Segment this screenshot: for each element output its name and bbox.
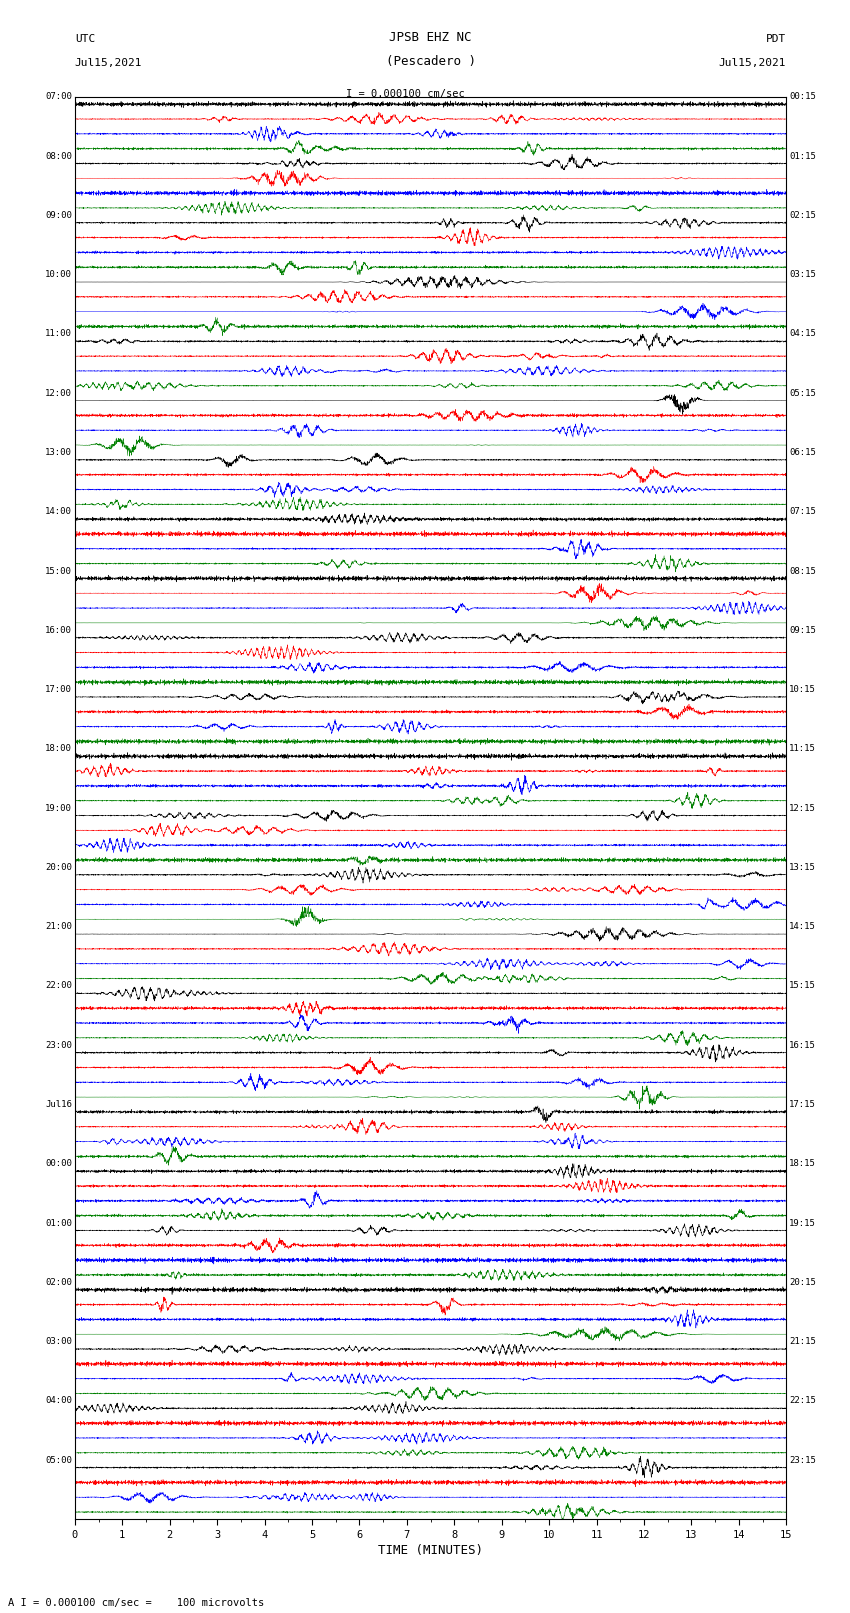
Text: UTC: UTC xyxy=(75,34,95,44)
Text: 08:00: 08:00 xyxy=(45,152,72,161)
Text: 07:15: 07:15 xyxy=(789,506,816,516)
Text: 22:15: 22:15 xyxy=(789,1397,816,1405)
Text: I = 0.000100 cm/sec: I = 0.000100 cm/sec xyxy=(346,89,464,98)
Text: 04:15: 04:15 xyxy=(789,329,816,339)
Text: 11:00: 11:00 xyxy=(45,329,72,339)
Text: 14:00: 14:00 xyxy=(45,506,72,516)
Text: 14:15: 14:15 xyxy=(789,923,816,931)
Text: 02:00: 02:00 xyxy=(45,1277,72,1287)
Text: A I = 0.000100 cm/sec =    100 microvolts: A I = 0.000100 cm/sec = 100 microvolts xyxy=(8,1598,264,1608)
Text: 13:15: 13:15 xyxy=(789,863,816,873)
Text: 01:00: 01:00 xyxy=(45,1218,72,1227)
Text: 09:00: 09:00 xyxy=(45,211,72,219)
Text: 00:00: 00:00 xyxy=(45,1160,72,1168)
Text: 02:15: 02:15 xyxy=(789,211,816,219)
Text: 05:15: 05:15 xyxy=(789,389,816,398)
Text: 12:15: 12:15 xyxy=(789,803,816,813)
Text: 05:00: 05:00 xyxy=(45,1455,72,1465)
Text: 03:00: 03:00 xyxy=(45,1337,72,1347)
Text: (Pescadero ): (Pescadero ) xyxy=(386,55,475,68)
Text: 07:00: 07:00 xyxy=(45,92,72,102)
Text: 15:15: 15:15 xyxy=(789,981,816,990)
Text: 22:00: 22:00 xyxy=(45,981,72,990)
Text: 23:00: 23:00 xyxy=(45,1040,72,1050)
Text: 08:15: 08:15 xyxy=(789,566,816,576)
Text: 21:00: 21:00 xyxy=(45,923,72,931)
Text: 15:00: 15:00 xyxy=(45,566,72,576)
Text: 09:15: 09:15 xyxy=(789,626,816,636)
Text: 17:15: 17:15 xyxy=(789,1100,816,1110)
Text: JPSB EHZ NC: JPSB EHZ NC xyxy=(389,31,472,44)
Text: 00:15: 00:15 xyxy=(789,92,816,102)
X-axis label: TIME (MINUTES): TIME (MINUTES) xyxy=(378,1544,483,1557)
Text: 04:00: 04:00 xyxy=(45,1397,72,1405)
Text: 16:00: 16:00 xyxy=(45,626,72,636)
Text: 03:15: 03:15 xyxy=(789,269,816,279)
Text: 12:00: 12:00 xyxy=(45,389,72,398)
Text: 21:15: 21:15 xyxy=(789,1337,816,1347)
Text: 18:15: 18:15 xyxy=(789,1160,816,1168)
Text: 19:15: 19:15 xyxy=(789,1218,816,1227)
Text: 20:15: 20:15 xyxy=(789,1277,816,1287)
Text: 11:15: 11:15 xyxy=(789,744,816,753)
Text: Jul15,2021: Jul15,2021 xyxy=(719,58,786,68)
Text: Jul15,2021: Jul15,2021 xyxy=(75,58,142,68)
Text: 19:00: 19:00 xyxy=(45,803,72,813)
Text: 13:00: 13:00 xyxy=(45,448,72,456)
Text: 10:15: 10:15 xyxy=(789,686,816,694)
Text: 01:15: 01:15 xyxy=(789,152,816,161)
Text: 10:00: 10:00 xyxy=(45,269,72,279)
Text: 18:00: 18:00 xyxy=(45,744,72,753)
Text: Jul16: Jul16 xyxy=(45,1100,72,1110)
Text: 17:00: 17:00 xyxy=(45,686,72,694)
Text: 23:15: 23:15 xyxy=(789,1455,816,1465)
Text: 06:15: 06:15 xyxy=(789,448,816,456)
Text: PDT: PDT xyxy=(766,34,786,44)
Text: 20:00: 20:00 xyxy=(45,863,72,873)
Text: 16:15: 16:15 xyxy=(789,1040,816,1050)
